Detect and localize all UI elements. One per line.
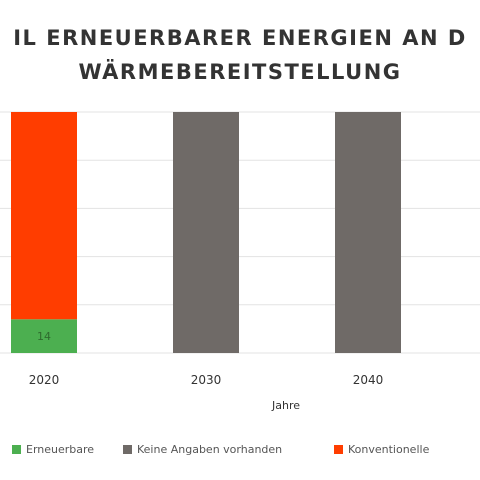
- legend-swatch-konventionelle: [334, 445, 343, 454]
- x-tick-label-2030: 2030: [191, 373, 222, 387]
- x-axis-label: Jahre: [271, 399, 300, 412]
- chart-legend: Erneuerbare Keine Angaben vorhanden Konv…: [0, 443, 480, 461]
- bar-2020-series-2: [11, 112, 77, 320]
- x-tick-label-2020: 2020: [29, 373, 60, 387]
- legend-item-erneuerbare: Erneuerbare: [12, 443, 94, 456]
- legend-label-konventionelle: Konventionelle: [348, 443, 430, 456]
- legend-item-keine-angaben: Keine Angaben vorhanden: [123, 443, 282, 456]
- data-label-2020-series-0: 14: [37, 330, 51, 343]
- chart-title-line1: IL ERNEUERBARER ENERGIEN AN D: [13, 26, 467, 50]
- bar-2020-series-0: [11, 319, 77, 353]
- legend-item-konventionelle: Konventionelle: [334, 443, 429, 456]
- legend-label-erneuerbare: Erneuerbare: [26, 443, 95, 456]
- x-tick-label-2040: 2040: [353, 373, 384, 387]
- legend-label-keine-angaben: Keine Angaben vorhanden: [137, 443, 283, 456]
- legend-swatch-keine-angaben: [123, 445, 132, 454]
- bar-2030-series-1: [173, 112, 239, 353]
- bar-2040-series-1: [335, 112, 401, 353]
- legend-swatch-erneuerbare: [12, 445, 21, 454]
- chart-title-line2: WÄRMEBEREITSTELLUNG: [78, 60, 402, 84]
